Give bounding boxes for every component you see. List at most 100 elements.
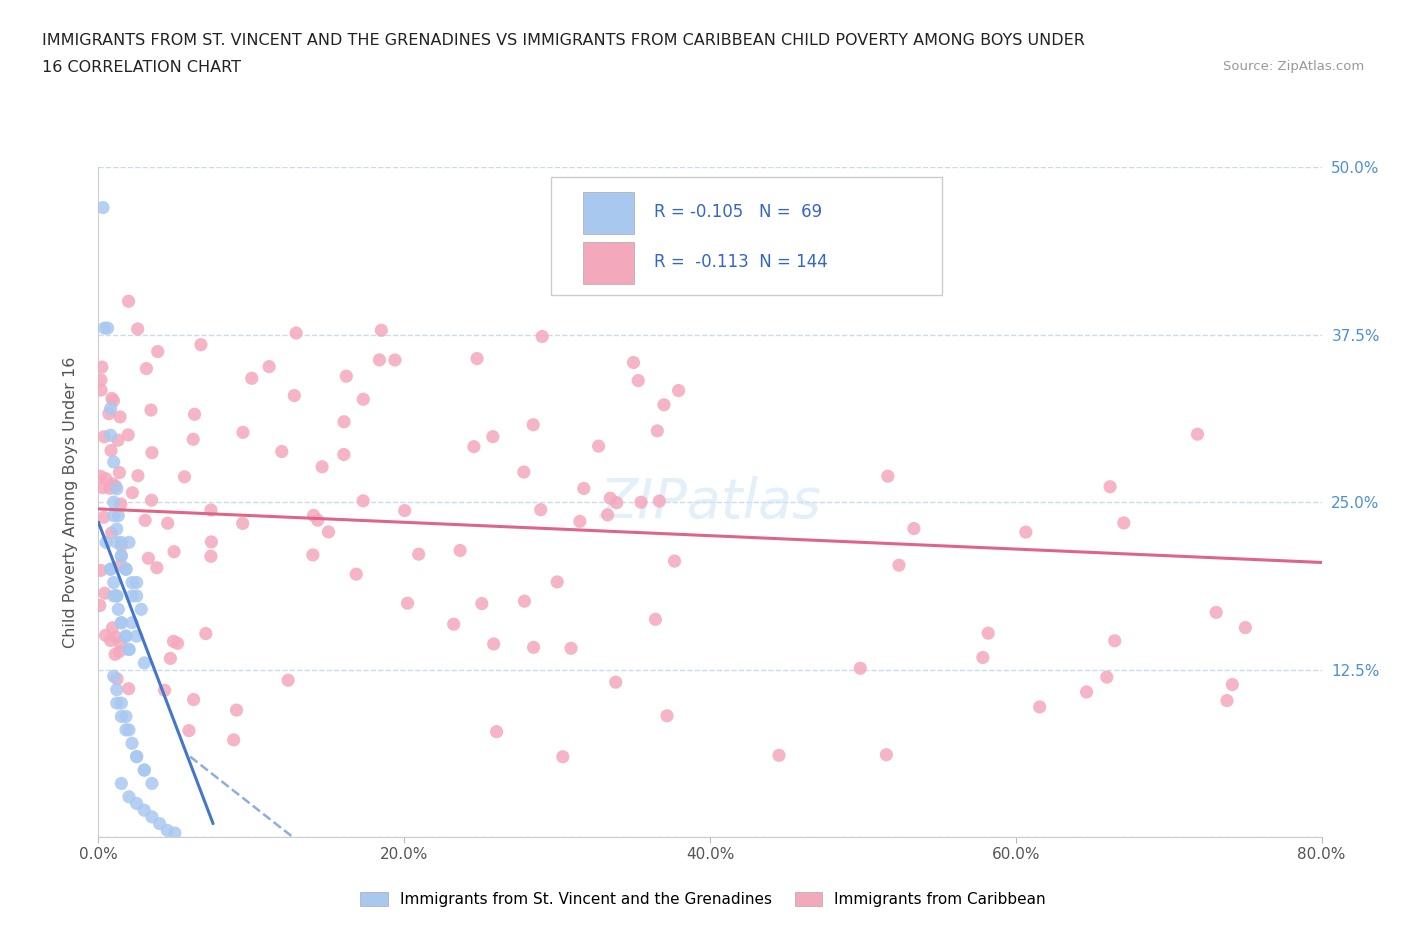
Point — [93, 430, 115, 445]
Point — [408, 547, 430, 562]
Point — [194, 626, 217, 641]
Point — [110, 549, 132, 564]
Point — [90, 382, 112, 397]
Point — [108, 465, 131, 480]
Point — [546, 575, 568, 590]
Point — [94, 628, 117, 643]
Point — [352, 392, 374, 406]
Point — [100, 633, 122, 648]
Point — [972, 650, 994, 665]
Point — [370, 323, 392, 338]
Point — [118, 642, 141, 657]
Point — [94, 472, 117, 486]
Point — [118, 535, 141, 550]
Point — [103, 669, 125, 684]
Point — [1015, 525, 1038, 539]
Point — [768, 748, 790, 763]
Point — [115, 562, 138, 577]
Point — [110, 616, 132, 631]
Point — [118, 682, 141, 697]
Point — [162, 634, 184, 649]
Point — [568, 514, 591, 529]
Point — [560, 641, 582, 656]
Point — [100, 562, 122, 577]
Point — [551, 750, 574, 764]
Point — [302, 548, 325, 563]
Point — [644, 612, 666, 627]
Point — [156, 823, 179, 838]
Point — [107, 508, 129, 523]
Point — [104, 647, 127, 662]
Point — [572, 481, 595, 496]
Point — [277, 672, 299, 687]
Point — [222, 733, 245, 748]
Point — [183, 406, 205, 421]
Point — [302, 508, 325, 523]
Point — [352, 494, 374, 509]
Point — [849, 661, 872, 676]
Point — [513, 465, 536, 480]
Point — [110, 549, 132, 564]
Point — [471, 596, 494, 611]
Point — [101, 620, 124, 635]
Point — [200, 549, 222, 564]
Point — [110, 709, 132, 724]
Point — [121, 616, 143, 631]
Point — [93, 510, 115, 525]
Point — [232, 516, 254, 531]
Point — [225, 703, 247, 718]
Point — [107, 432, 129, 447]
Point — [91, 200, 114, 215]
Point — [588, 439, 610, 454]
Point — [127, 468, 149, 483]
Point — [110, 636, 132, 651]
Point — [139, 403, 162, 418]
Point — [648, 494, 671, 509]
Point — [159, 651, 181, 666]
Point — [384, 352, 406, 367]
Point — [105, 589, 128, 604]
Point — [645, 423, 668, 438]
Point — [108, 644, 131, 659]
Point — [129, 602, 152, 617]
Text: Source: ZipAtlas.com: Source: ZipAtlas.com — [1223, 60, 1364, 73]
Point — [135, 361, 157, 376]
Point — [115, 629, 138, 644]
Point — [134, 803, 156, 817]
Point — [605, 675, 627, 690]
Point — [117, 294, 139, 309]
Point — [146, 344, 169, 359]
Point — [103, 589, 125, 604]
Point — [465, 352, 488, 366]
Point — [522, 418, 544, 432]
Point — [200, 535, 222, 550]
FancyBboxPatch shape — [583, 243, 634, 284]
Point — [1234, 620, 1257, 635]
Point — [94, 535, 117, 550]
Point — [110, 616, 132, 631]
Point — [121, 575, 143, 590]
Point — [104, 479, 127, 494]
Point — [125, 750, 148, 764]
Point — [664, 553, 686, 568]
Point — [105, 482, 128, 497]
Point — [121, 736, 143, 751]
Point — [134, 763, 156, 777]
Point — [110, 535, 132, 550]
Point — [100, 562, 122, 577]
Point — [1187, 427, 1209, 442]
Point — [240, 371, 263, 386]
Point — [443, 617, 465, 631]
Point — [394, 503, 416, 518]
Point — [1095, 670, 1118, 684]
Point — [1205, 604, 1227, 619]
Point — [89, 598, 111, 613]
Point — [108, 409, 131, 424]
Point — [105, 535, 128, 550]
Point — [1216, 693, 1239, 708]
Point — [141, 445, 163, 460]
Point — [1076, 684, 1098, 699]
Point — [127, 322, 149, 337]
Point — [652, 397, 675, 412]
Point — [177, 724, 200, 738]
